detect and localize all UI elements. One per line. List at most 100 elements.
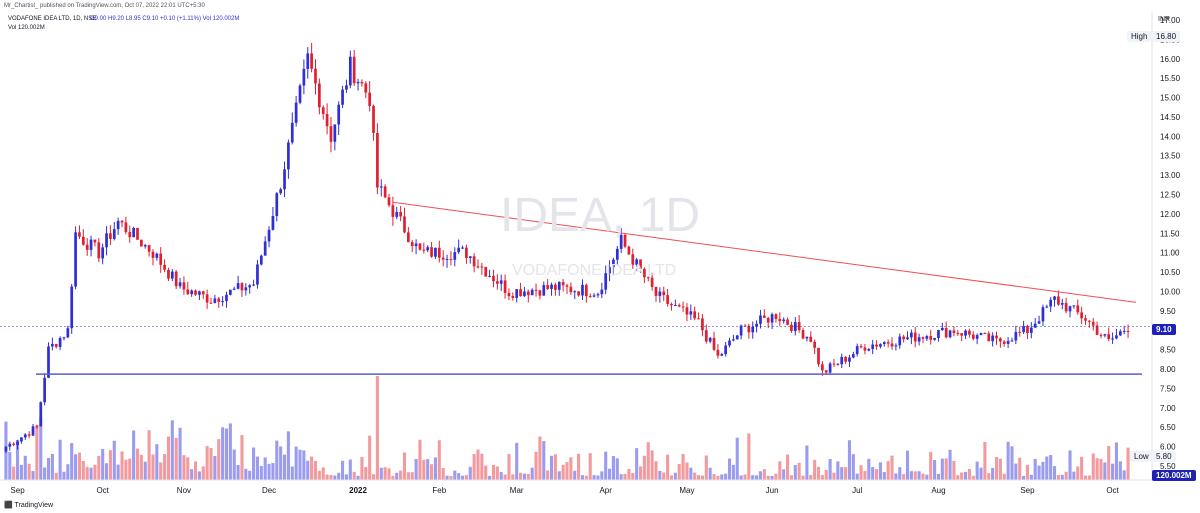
volume-bar: [348, 459, 352, 480]
candle: [952, 326, 956, 337]
candle: [882, 341, 886, 347]
candle: [840, 353, 844, 369]
y-tick-label: 6.00: [1160, 443, 1176, 452]
candle: [275, 192, 279, 222]
volume-bar: [337, 472, 341, 480]
candle: [1076, 299, 1080, 315]
volume-bar: [159, 462, 163, 480]
x-tick-label: Jun: [766, 486, 779, 495]
candle: [1126, 324, 1130, 339]
volume-bar: [580, 475, 585, 480]
candle: [267, 226, 271, 248]
candle: [337, 101, 341, 136]
volume-bar: [878, 462, 882, 480]
candle: [964, 329, 967, 339]
candle: [360, 79, 364, 87]
candle: [778, 312, 782, 327]
candle: [147, 244, 151, 257]
candle: [1095, 321, 1099, 335]
candle: [414, 239, 418, 255]
candle: [875, 340, 878, 350]
y-tick-label: 15.00: [1160, 94, 1181, 103]
y-tick-label: 11.50: [1160, 229, 1180, 238]
volume-bar: [201, 466, 205, 480]
volume-bar: [286, 431, 290, 480]
candle: [472, 253, 476, 273]
symbol-title[interactable]: VODAFONE IDEA LTD, 1D, NSE: [8, 16, 97, 22]
tradingview-brand-text: TradingView: [14, 502, 54, 509]
candle: [302, 59, 306, 95]
candle: [503, 274, 507, 299]
candle: [205, 289, 209, 309]
candle: [724, 341, 728, 357]
candle: [1091, 318, 1095, 331]
volume-bar: [1014, 463, 1018, 480]
y-tick-label: 13.50: [1160, 152, 1181, 161]
candle: [430, 241, 433, 258]
candle: [704, 324, 708, 344]
candle: [612, 257, 615, 276]
volume-bar: [604, 451, 608, 480]
candle: [174, 269, 178, 289]
volume-bar: [921, 473, 925, 480]
candle: [194, 289, 197, 297]
volume-bar: [302, 450, 306, 480]
candle: [929, 329, 933, 345]
candle: [573, 290, 577, 300]
volume-bar: [755, 475, 759, 480]
volume-bar: [54, 472, 58, 480]
candle: [457, 239, 461, 255]
candle: [557, 281, 561, 296]
candle: [1068, 305, 1072, 318]
candle: [201, 290, 205, 299]
candle: [190, 289, 194, 297]
y-tick-label: 7.00: [1160, 404, 1176, 413]
volume-bar: [573, 470, 577, 480]
volume-bar: [263, 457, 267, 480]
candle: [584, 283, 588, 303]
volume-bar: [925, 474, 929, 480]
volume-bar: [557, 471, 561, 480]
candle: [956, 329, 960, 336]
volume-bar: [282, 454, 287, 480]
candle: [116, 217, 120, 235]
volume-bar: [101, 448, 105, 480]
candle: [410, 239, 414, 252]
volume-bar: [77, 452, 82, 480]
candle: [318, 78, 321, 115]
candle: [376, 123, 379, 195]
candle: [596, 292, 600, 298]
volume-bar: [894, 473, 898, 480]
candle: [240, 282, 244, 297]
candle: [248, 284, 252, 294]
volume-bar: [948, 449, 952, 480]
candle: [708, 336, 712, 344]
candle: [542, 281, 546, 296]
volume-bar: [909, 471, 913, 480]
volume-bar: [913, 471, 917, 480]
volume-bar: [511, 474, 515, 480]
volume-bar: [596, 475, 600, 480]
candle: [348, 50, 352, 89]
price-candles: [4, 42, 1130, 454]
volume-bar: [395, 472, 399, 480]
volume-bar: [673, 472, 677, 480]
volume-bar: [35, 425, 39, 480]
candle: [1049, 297, 1053, 313]
volume-bar: [410, 472, 414, 480]
candle: [523, 286, 526, 297]
candle: [786, 317, 789, 326]
candle: [105, 226, 108, 256]
volume-bar: [1111, 463, 1115, 480]
tradingview-brand[interactable]: ⬛ TradingView: [4, 501, 53, 509]
candle: [1060, 298, 1064, 310]
candle: [685, 303, 689, 322]
candle: [948, 329, 952, 339]
volume-bar: [1076, 466, 1080, 480]
volume-bar: [774, 473, 778, 480]
candle: [20, 437, 23, 444]
candle: [259, 254, 263, 266]
volume-bar: [321, 467, 325, 480]
volume-bar: [739, 475, 743, 480]
volume-bar: [836, 461, 840, 480]
